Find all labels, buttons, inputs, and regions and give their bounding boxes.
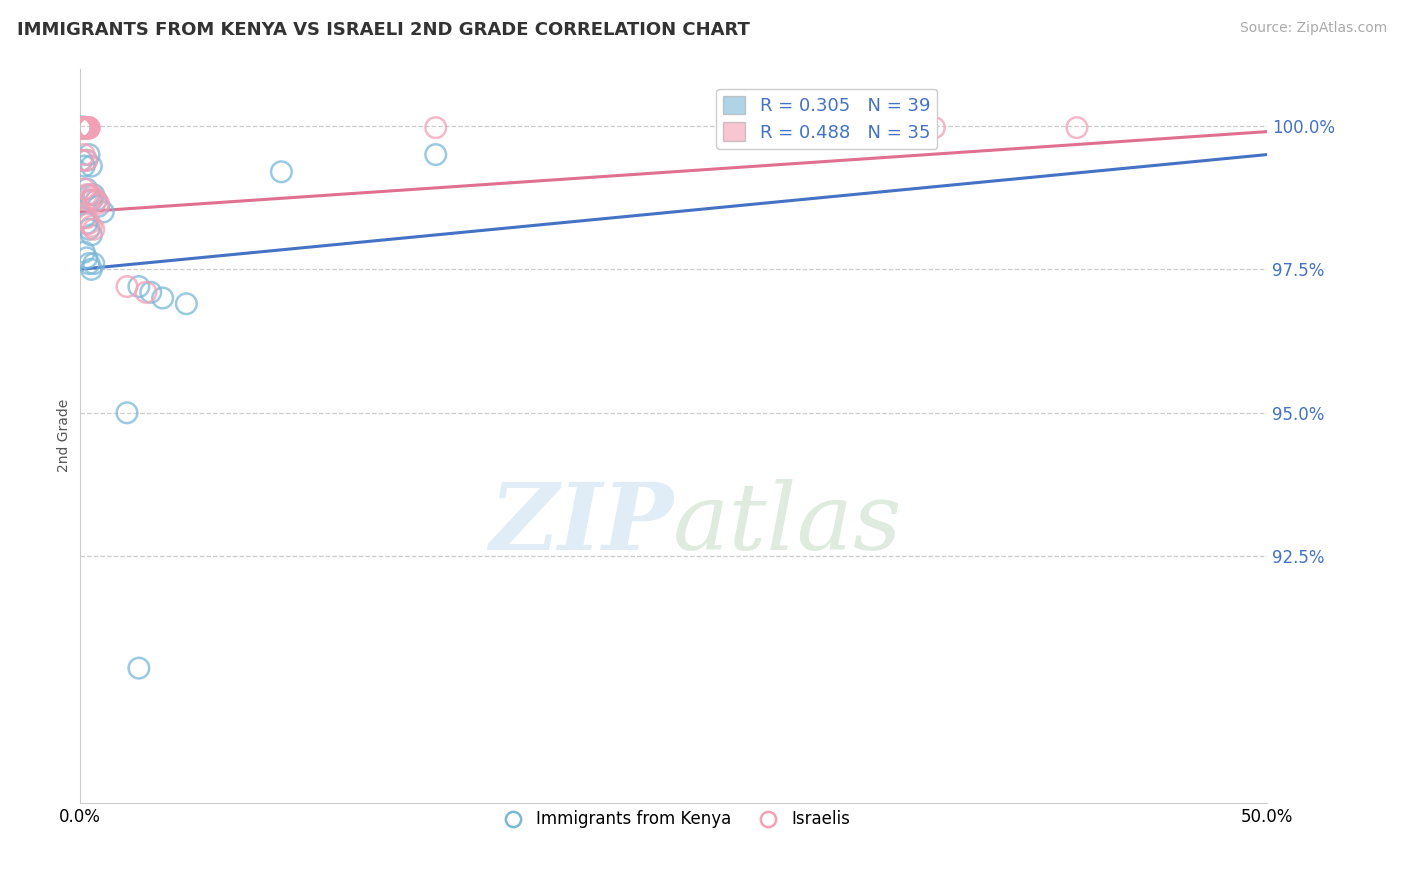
Point xyxy=(87,196,110,211)
Point xyxy=(76,251,98,265)
Point xyxy=(80,187,103,202)
Point xyxy=(135,285,157,300)
Point xyxy=(76,120,98,135)
Point xyxy=(76,153,98,168)
Point xyxy=(77,216,100,230)
Point xyxy=(128,661,150,675)
Point xyxy=(73,211,96,225)
Point xyxy=(176,297,198,311)
Point xyxy=(69,120,91,135)
Point xyxy=(73,121,96,136)
Point xyxy=(70,120,93,135)
Point xyxy=(72,120,94,135)
Y-axis label: 2nd Grade: 2nd Grade xyxy=(58,399,72,473)
Point xyxy=(76,120,98,135)
Point xyxy=(73,245,96,260)
Point xyxy=(73,120,96,135)
Point xyxy=(77,222,100,236)
Point xyxy=(425,147,447,161)
Point xyxy=(83,187,105,202)
Point xyxy=(76,182,98,196)
Point xyxy=(270,165,292,179)
Point xyxy=(76,216,98,230)
Point xyxy=(73,121,96,136)
Point xyxy=(756,120,779,135)
Point xyxy=(77,147,100,161)
Point xyxy=(1066,120,1088,135)
Point xyxy=(69,120,91,134)
Point xyxy=(80,194,103,208)
Text: ZIP: ZIP xyxy=(489,479,673,569)
Point xyxy=(924,120,946,135)
Point xyxy=(80,159,103,173)
Point xyxy=(73,120,96,134)
Point xyxy=(77,194,100,208)
Point xyxy=(152,291,174,305)
Point xyxy=(80,227,103,242)
Point xyxy=(115,406,138,420)
Point xyxy=(69,121,91,136)
Point xyxy=(87,199,110,213)
Point xyxy=(72,120,94,135)
Point xyxy=(73,159,96,173)
Point xyxy=(83,191,105,205)
Point xyxy=(70,120,93,135)
Text: IMMIGRANTS FROM KENYA VS ISRAELI 2ND GRADE CORRELATION CHART: IMMIGRANTS FROM KENYA VS ISRAELI 2ND GRA… xyxy=(17,21,749,38)
Point xyxy=(76,211,98,225)
Point xyxy=(76,187,98,202)
Point xyxy=(70,121,93,136)
Point xyxy=(76,121,98,136)
Point xyxy=(77,121,100,136)
Point xyxy=(83,257,105,271)
Point xyxy=(80,219,103,234)
Point xyxy=(77,120,100,135)
Point xyxy=(425,120,447,135)
Point xyxy=(83,222,105,236)
Point xyxy=(77,120,100,135)
Point xyxy=(91,205,114,219)
Text: Source: ZipAtlas.com: Source: ZipAtlas.com xyxy=(1240,21,1388,35)
Point xyxy=(77,187,100,202)
Legend: Immigrants from Kenya, Israelis: Immigrants from Kenya, Israelis xyxy=(489,804,856,835)
Point xyxy=(73,182,96,196)
Point xyxy=(70,153,93,168)
Point xyxy=(84,194,107,208)
Point xyxy=(84,194,107,208)
Point xyxy=(115,279,138,293)
Text: atlas: atlas xyxy=(673,479,903,569)
Point xyxy=(76,120,98,135)
Point xyxy=(77,257,100,271)
Point xyxy=(128,279,150,293)
Point xyxy=(70,153,93,168)
Point xyxy=(73,147,96,161)
Point xyxy=(139,285,162,300)
Point xyxy=(76,153,98,168)
Point xyxy=(80,262,103,277)
